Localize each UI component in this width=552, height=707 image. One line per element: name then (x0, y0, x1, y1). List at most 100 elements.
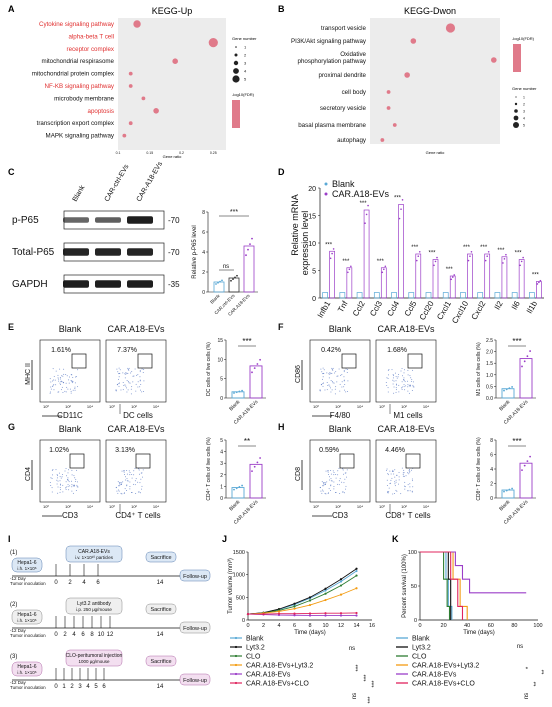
panel-d: D 0 5 10 15 20 Relative mRNA expression level B… (278, 167, 544, 325)
panel-j-point (355, 611, 358, 615)
panel-k-ytick-label: 0 (414, 618, 417, 624)
flow-event (323, 369, 325, 371)
flow-event (75, 376, 77, 378)
flow-event (77, 386, 79, 388)
flow-event (72, 484, 74, 486)
panel-j-point (324, 614, 327, 617)
panel-d-sig: *** (428, 251, 436, 257)
flow-event (407, 490, 409, 492)
flow-event (412, 384, 414, 386)
panel-a-size-legend-label: 5 (244, 77, 247, 82)
flow-event (341, 374, 343, 376)
panel-h-flow-ylabel: CD8 (295, 467, 302, 481)
panel-a-term-label: mitochondrial protein complex (32, 71, 115, 78)
panel-j-legend-marker (234, 654, 238, 658)
flow-event (126, 473, 128, 475)
panel-c-point (251, 237, 253, 240)
flow-event (134, 467, 136, 469)
panel-a-term-label: alpha-beta T cell (68, 33, 114, 40)
flow-event (61, 375, 63, 377)
flow-event (332, 470, 334, 472)
flow-event (387, 474, 389, 476)
panel-i-sacrifice-box (145, 603, 177, 615)
flow-event (322, 367, 324, 369)
panel-d-xcat: Ccl4 (385, 299, 401, 318)
flow-event (403, 372, 405, 374)
panel-d-bar-blank (373, 292, 380, 299)
bar-point (529, 350, 531, 352)
panel-c-ytick-label: 4 (202, 250, 205, 256)
flow-event (123, 471, 125, 473)
flow-axis-tick: 10² (335, 504, 341, 509)
flow-event (131, 477, 133, 479)
panel-a-size-legend-label: 3 (244, 61, 247, 66)
panel-k-xlabel: Time (days) (463, 630, 494, 636)
panel-d-bar-blank (322, 292, 328, 299)
flow-event (65, 382, 67, 384)
panel-i-treatment: Lyt3.2 antibody (77, 601, 111, 607)
flow-event (324, 482, 326, 484)
flow-event (50, 381, 52, 383)
panel-k-legend-label: CAR.A18-EVs (412, 672, 457, 679)
panel-b-term-label: PI3K/Akt signaling pathway (291, 38, 367, 45)
flow-event (324, 483, 326, 485)
flow-event (122, 372, 124, 374)
flow-event (67, 477, 69, 479)
panel-a-term-label: NF-KB signaling pathway (45, 83, 115, 90)
panel-d-point (453, 274, 456, 276)
panel-a-dot (141, 96, 146, 101)
flow-event (339, 492, 341, 494)
flow-event (330, 473, 332, 475)
flow-event (390, 482, 392, 484)
flow-axis-tick: 10⁰ (379, 504, 385, 509)
panel-letter-j: J (222, 534, 227, 544)
flow-event (139, 369, 141, 371)
panel-d-ytick-label: 15 (308, 214, 316, 221)
flow-event (120, 389, 122, 391)
flow-event (142, 476, 144, 478)
panel-c-point (221, 279, 223, 282)
flow-event (393, 386, 395, 388)
flow-event (343, 371, 345, 373)
flow-event (74, 389, 76, 391)
panel-a-xtick: 0.25 (210, 151, 217, 155)
flow-event (407, 369, 409, 371)
panel-i-cell-box (11, 609, 43, 625)
panel-d-point (520, 260, 523, 263)
panel-i-treatment-dose: i.p. 250 μg/mouse (76, 607, 112, 612)
panel-b-dot (386, 90, 391, 94)
panel-i-pre-label: Tumor inoculation (10, 633, 46, 638)
flow-event (343, 482, 345, 484)
flow-event (394, 469, 396, 471)
flow-event (393, 392, 395, 394)
panel-d-ytick-label: 5 (312, 269, 316, 276)
flow-event (125, 373, 127, 375)
flow-event (59, 483, 61, 485)
flow-event (323, 372, 325, 374)
flow-event (137, 381, 139, 383)
panel-a-dot (128, 121, 133, 126)
panel-g-flow-ylabel: CD4 (25, 467, 32, 481)
flow-event (330, 480, 332, 482)
flow-event (404, 486, 406, 488)
flow-event (49, 481, 51, 483)
panel-j-point (324, 592, 327, 595)
flow-event (403, 377, 405, 379)
flow-event (387, 473, 389, 475)
panel-b-size-legend-dot (514, 102, 518, 106)
panel-k-survival-curve (420, 551, 527, 594)
panel-i-treatment-dose: i.v. 1×10¹⁰ particles (75, 555, 114, 560)
flow-event (62, 484, 64, 486)
flow-event (398, 384, 400, 386)
bar-ytick-label: 1 (220, 484, 223, 490)
flow-event (73, 485, 75, 487)
panel-i-day-label: 4 (86, 684, 90, 690)
panel-d-point (350, 265, 352, 268)
flow-event (125, 372, 127, 374)
panel-a-size-legend-dot (235, 46, 237, 48)
flow-event (57, 391, 59, 393)
flow-event (411, 389, 413, 391)
flow-event (333, 486, 335, 488)
panel-i-dose: i.h. 1×10⁶ (17, 618, 36, 623)
flow-event (60, 477, 62, 479)
